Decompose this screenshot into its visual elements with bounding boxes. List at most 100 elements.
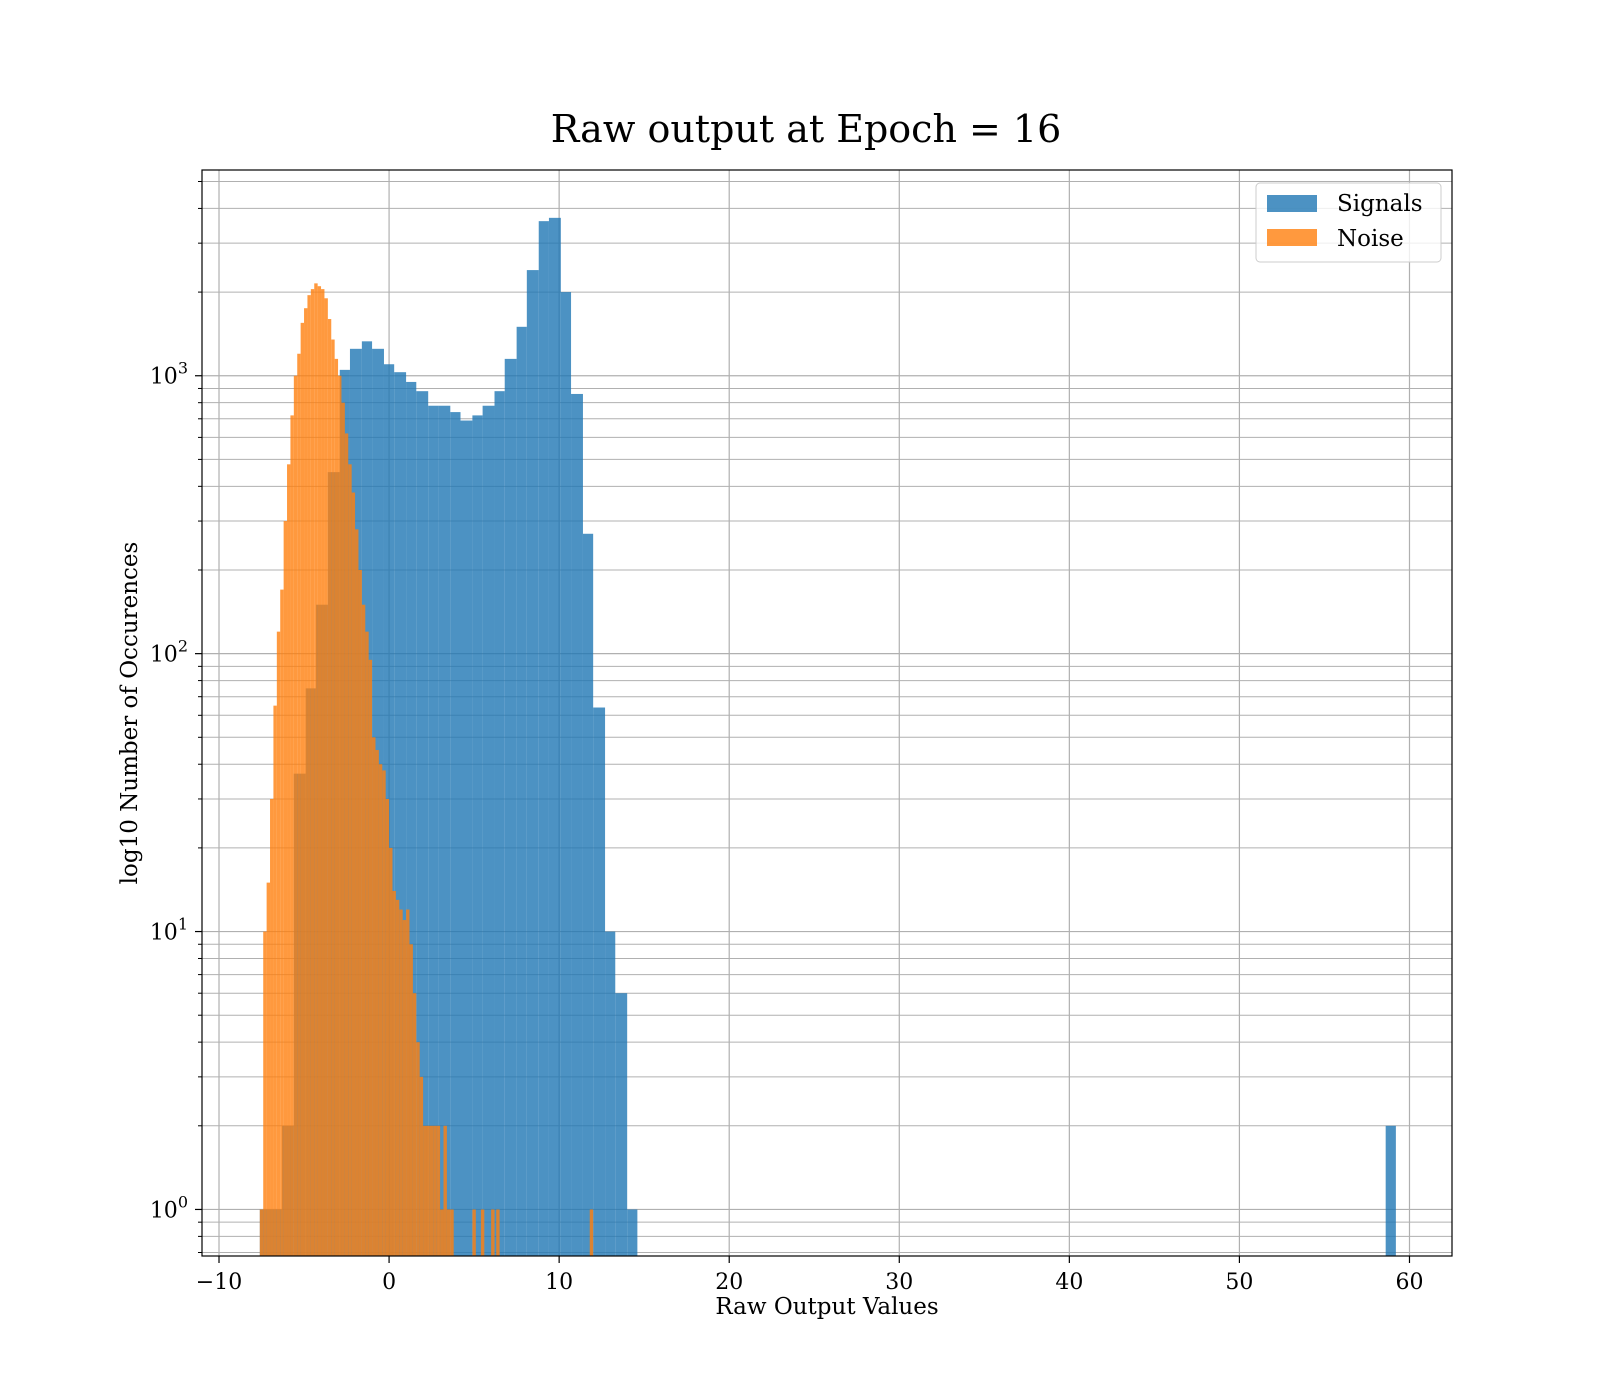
histogram-bar <box>358 569 362 1256</box>
histogram-bar <box>526 270 539 1256</box>
histogram-bar <box>263 931 267 1256</box>
chart-title: Raw output at Epoch = 16 <box>551 107 1062 151</box>
legend: Signals Noise <box>1255 182 1442 263</box>
histogram-bar <box>338 375 342 1257</box>
histogram-bar <box>283 521 288 1256</box>
histogram-bar <box>259 1209 264 1256</box>
bars-layer <box>259 217 1396 1257</box>
histogram-bar <box>276 631 281 1256</box>
histogram-bar <box>334 358 339 1257</box>
histogram-bar <box>423 1125 427 1256</box>
histogram-bar <box>426 1125 430 1256</box>
x-tick-label: 30 <box>885 1270 913 1295</box>
histogram-bar <box>375 750 379 1256</box>
histogram-bar <box>428 405 439 1256</box>
histogram-bar <box>385 798 390 1256</box>
histogram-bar <box>280 589 284 1256</box>
grid-layer <box>202 170 1452 1256</box>
histogram-bar <box>571 393 583 1257</box>
legend-label-signals: Signals <box>1337 191 1423 217</box>
histogram-bar <box>395 899 400 1256</box>
histogram-bar <box>494 391 505 1256</box>
histogram-bar <box>300 322 305 1257</box>
histogram-bar <box>416 391 429 1256</box>
histogram-bar <box>355 529 359 1256</box>
histogram-bar <box>382 770 386 1256</box>
histogram-bar <box>290 415 294 1257</box>
histogram-bar <box>293 375 298 1257</box>
histogram-bar <box>429 1125 434 1256</box>
histogram-bar <box>593 707 606 1256</box>
legend-swatch-noise <box>1267 229 1317 246</box>
histogram-bar <box>273 705 277 1256</box>
histogram-bar <box>368 659 373 1256</box>
histogram-bar <box>344 433 349 1256</box>
histogram-bar <box>378 764 383 1256</box>
histogram-bar <box>351 492 356 1257</box>
histogram-bar <box>321 289 325 1256</box>
histogram-bar <box>460 420 473 1256</box>
histogram-bar <box>538 221 549 1257</box>
histogram-bar <box>589 1209 594 1256</box>
histogram-bar <box>297 353 301 1256</box>
histogram-bar <box>406 381 417 1256</box>
histogram-bar <box>266 882 271 1256</box>
x-tick-label: 0 <box>382 1270 396 1295</box>
histogram-bar <box>399 909 403 1256</box>
histogram-bar <box>392 890 396 1256</box>
histogram-bar <box>361 604 366 1256</box>
histogram-bar <box>327 319 332 1257</box>
histogram-bar <box>560 292 572 1256</box>
histogram-bar <box>331 339 335 1256</box>
histogram-bar <box>450 1209 454 1256</box>
histogram-bar <box>516 326 527 1256</box>
legend-label-noise: Noise <box>1337 226 1404 252</box>
histogram-bar <box>389 847 393 1256</box>
histogram-bar <box>482 405 495 1256</box>
x-axis-label: Raw Output Values <box>715 1294 938 1320</box>
histogram-bar <box>365 631 369 1256</box>
histogram-bar <box>582 533 594 1256</box>
legend-swatch-signals <box>1267 195 1317 212</box>
histogram-bar <box>446 1209 451 1256</box>
histogram-bar <box>472 1209 476 1256</box>
plot-frame <box>201 169 1453 1257</box>
x-tick-label: 10 <box>545 1270 573 1295</box>
histogram-bar <box>443 1125 447 1256</box>
histogram-bar <box>480 1209 485 1256</box>
histogram-bar <box>504 358 517 1257</box>
histogram-bar <box>307 295 311 1256</box>
histogram-bar <box>419 1076 424 1256</box>
histogram-bar <box>438 405 451 1256</box>
histogram-bar <box>1385 1125 1396 1256</box>
histogram-bar <box>348 464 352 1256</box>
x-tick-label: 50 <box>1225 1270 1253 1295</box>
histogram-bar <box>548 217 561 1256</box>
histogram-bar <box>310 289 315 1256</box>
y-axis-label: log10 Number of Occurences <box>117 542 143 885</box>
x-tick-label: −10 <box>196 1270 242 1295</box>
histogram-bar <box>324 298 328 1256</box>
histogram-bar <box>287 464 291 1256</box>
histogram-bar <box>314 283 318 1256</box>
x-tick-label: 20 <box>715 1270 743 1295</box>
histogram-bar <box>627 1209 638 1256</box>
histogram-bar <box>412 993 417 1256</box>
histogram-bar <box>496 1209 500 1256</box>
histogram-bar <box>270 798 274 1256</box>
histogram-bar <box>341 402 345 1256</box>
histogram-bar <box>304 308 308 1256</box>
series-noise <box>259 283 594 1257</box>
histogram-bar <box>402 920 407 1256</box>
x-tick-label: 60 <box>1395 1270 1423 1295</box>
histogram-bar <box>372 737 376 1256</box>
histogram-bar <box>409 944 413 1256</box>
histogram-bar <box>491 1209 495 1256</box>
histogram-bar <box>605 931 616 1256</box>
x-tick-label: 40 <box>1055 1270 1083 1295</box>
histogram-bar <box>317 286 322 1256</box>
histogram-bar <box>406 909 410 1256</box>
histogram-bar <box>615 993 628 1256</box>
